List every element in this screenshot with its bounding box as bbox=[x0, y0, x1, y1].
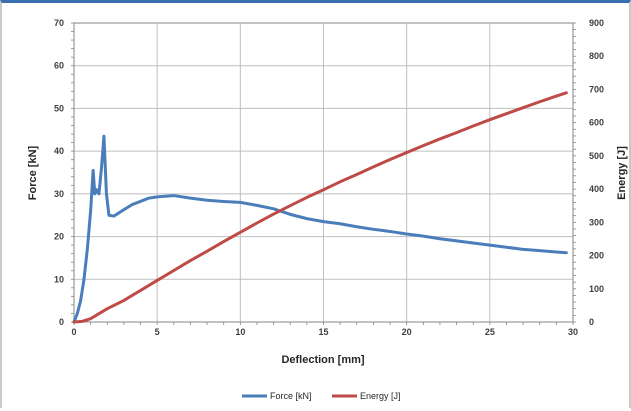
y-right-tick-label: 500 bbox=[589, 151, 604, 161]
y-axis-left-title: Force [kN] bbox=[27, 145, 39, 200]
y-right-tick-label: 200 bbox=[589, 251, 604, 261]
chart-svg: 0 5 10 15 20 25 300102030405060700100200300400… bbox=[27, 18, 628, 401]
grid-lines bbox=[73, 22, 574, 323]
y-right-tick-label: 100 bbox=[589, 284, 604, 294]
x-tick-label: 10 bbox=[235, 327, 245, 337]
y-right-tick-label: 700 bbox=[589, 84, 604, 94]
y-left-tick-label: 10 bbox=[54, 274, 64, 284]
y-left-tick-label: 40 bbox=[54, 146, 64, 156]
axes bbox=[71, 22, 576, 325]
x-tick-label: 20 bbox=[402, 327, 412, 337]
y-right-tick-label: 900 bbox=[589, 18, 604, 28]
x-tick-label: 30 bbox=[568, 327, 578, 337]
y-right-tick-label: 800 bbox=[589, 51, 604, 61]
x-axis-title: Deflection [mm] bbox=[281, 354, 364, 366]
y-left-tick-label: 30 bbox=[54, 189, 64, 199]
y-right-tick-label: 600 bbox=[589, 118, 604, 128]
y-left-tick-label: 20 bbox=[54, 232, 64, 242]
y-left-tick-label: 70 bbox=[54, 18, 64, 28]
legend: Force [kN] Energy [J] bbox=[242, 391, 401, 401]
y-left-tick-label: 50 bbox=[54, 103, 64, 113]
x-tick-label: 25 bbox=[485, 327, 495, 337]
y-left-tick-label: 0 bbox=[59, 317, 64, 327]
legend-label-force: Force [kN] bbox=[270, 391, 312, 401]
y-right-tick-label: 300 bbox=[589, 217, 604, 227]
y-right-tick-label: 400 bbox=[589, 184, 604, 194]
y-axis-right-title: Energy [J] bbox=[616, 146, 628, 200]
series-group bbox=[72, 91, 568, 324]
series-line-energy bbox=[72, 91, 568, 324]
x-tick-label: 15 bbox=[318, 327, 328, 337]
y-left-tick-label: 60 bbox=[54, 61, 64, 71]
series-line-force bbox=[72, 134, 568, 324]
tick-labels: 0 5 10 15 20 25 300102030405060700100200300400… bbox=[54, 18, 604, 337]
legend-label-energy: Energy [J] bbox=[360, 391, 401, 401]
y-right-tick-label: 0 bbox=[589, 317, 594, 327]
x-tick-label: 0 bbox=[71, 327, 76, 337]
x-tick-label: 5 bbox=[155, 327, 160, 337]
